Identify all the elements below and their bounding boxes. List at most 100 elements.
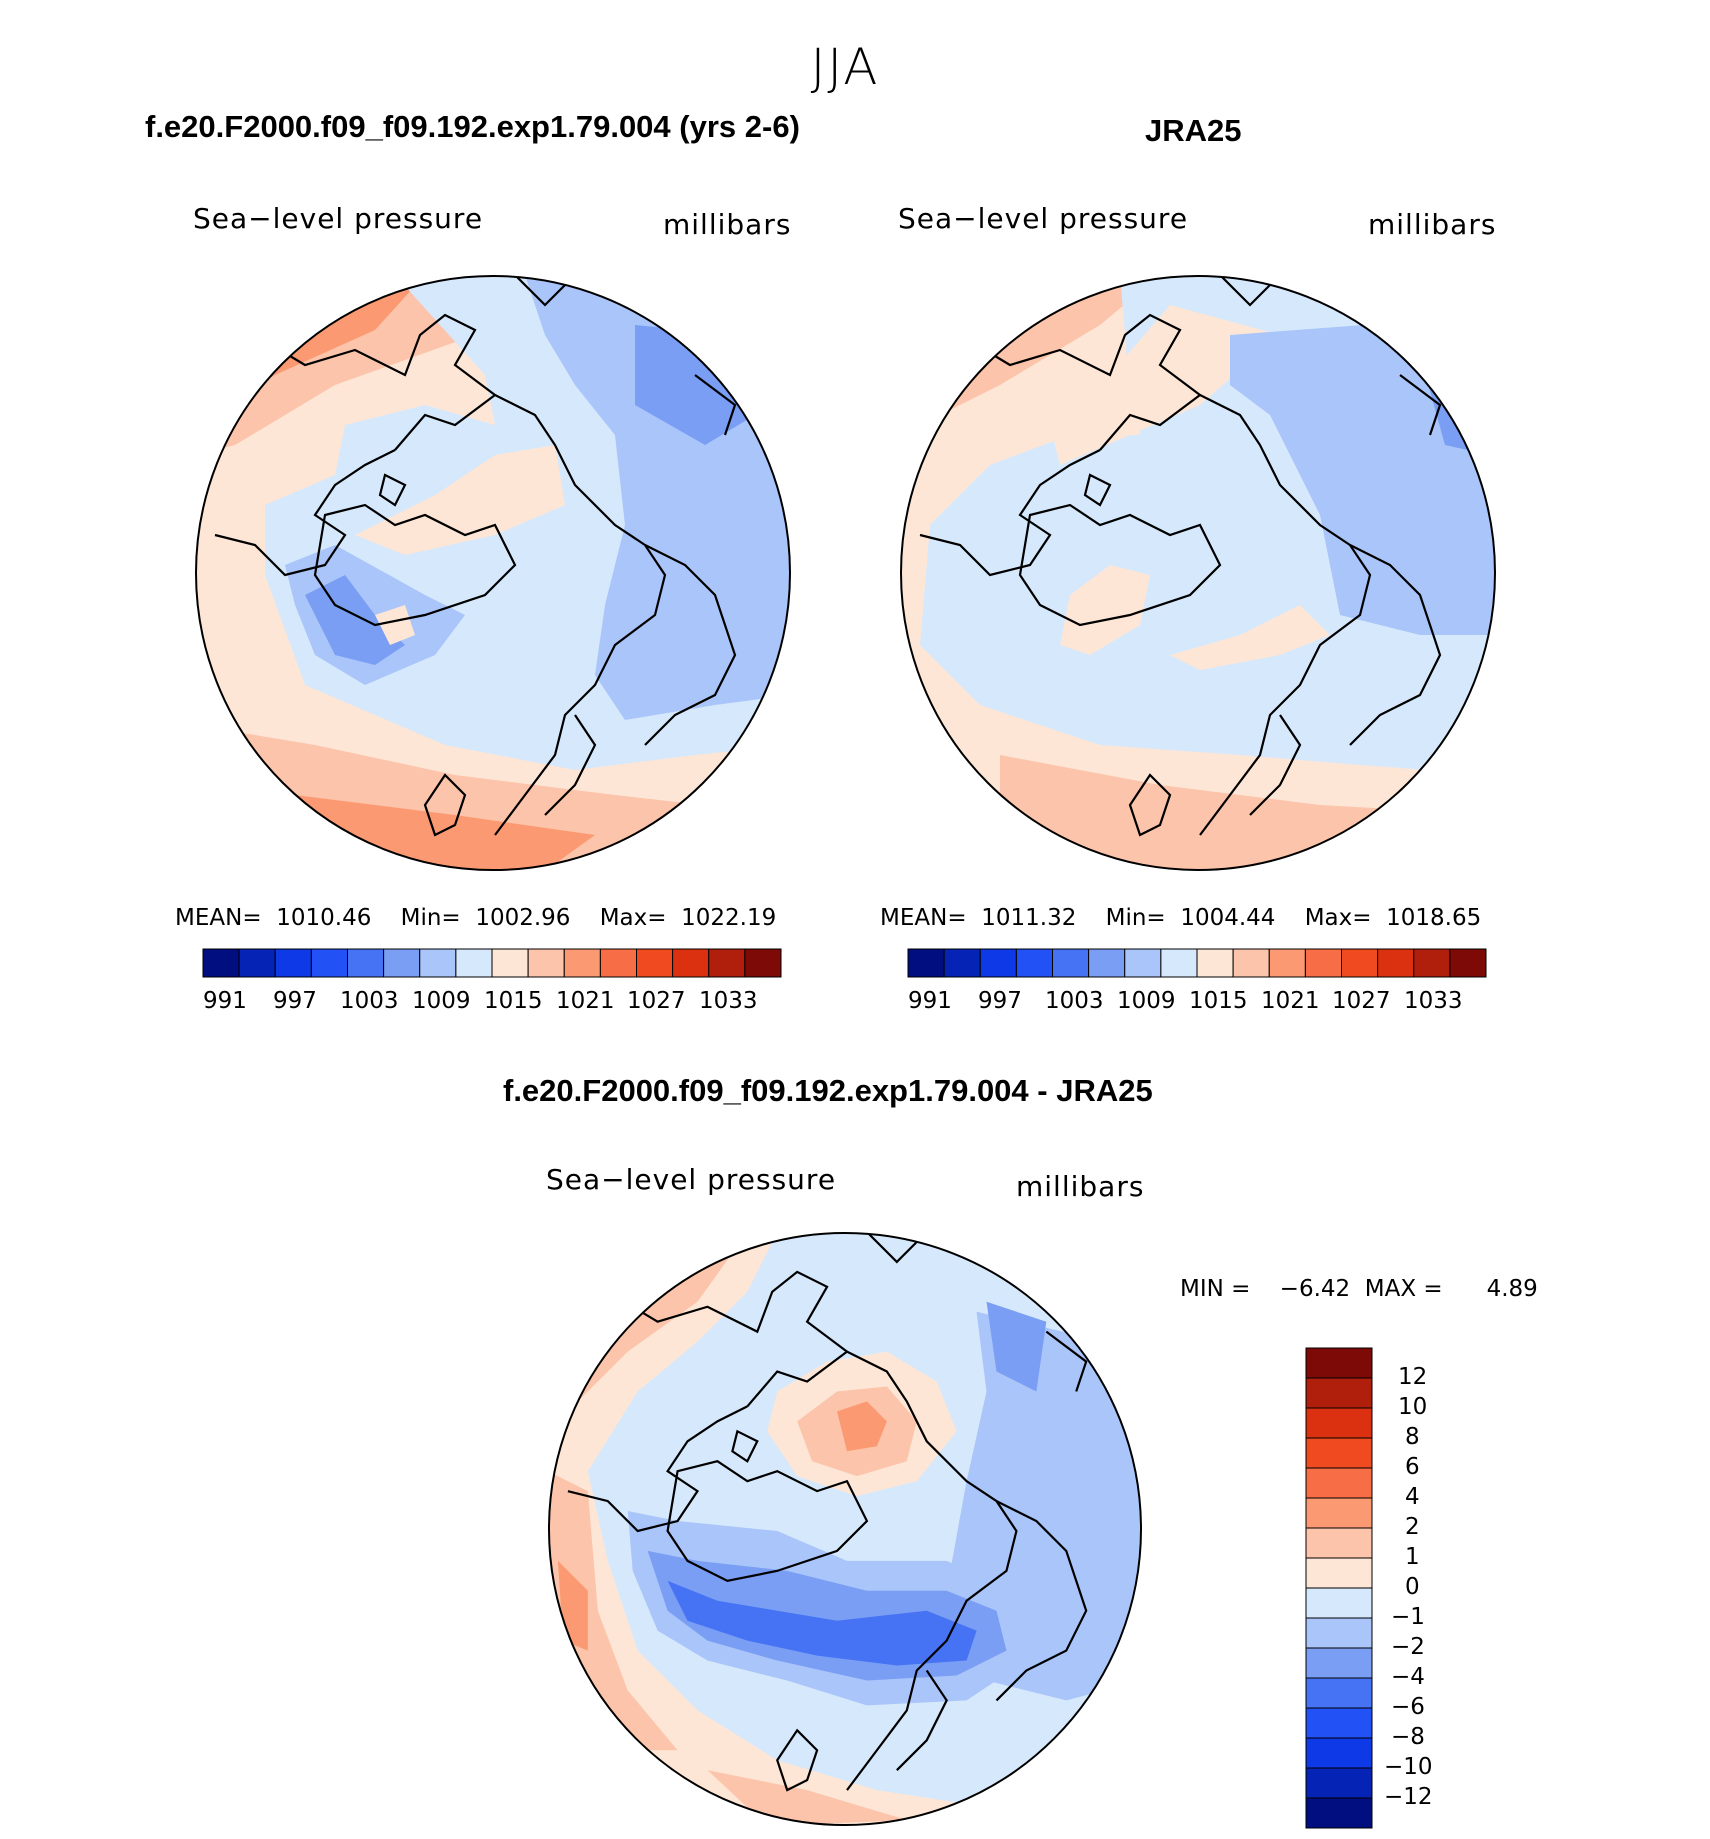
model-colorbar xyxy=(202,948,782,978)
colorbar-swatch xyxy=(1304,948,1342,978)
colorbar-tick: −10 xyxy=(1384,1754,1433,1780)
colorbar-swatch xyxy=(1413,948,1451,978)
diff-colorbar-ticks: 12 10 8 6 4 2 1 0 −1 −2 −4 −6 −8 −10 −12 xyxy=(1384,1348,1464,1828)
contour-1015-siberia xyxy=(1050,305,1280,465)
colorbar-swatch xyxy=(1305,1587,1373,1619)
colorbar-tick: 1015 xyxy=(1189,988,1248,1014)
colorbar-swatch xyxy=(1088,948,1126,978)
contour-1015-europe xyxy=(1170,605,1330,670)
max-label: MAX = xyxy=(1364,1276,1443,1302)
colorbar-swatch xyxy=(672,948,710,978)
colorbar-tick: −2 xyxy=(1391,1634,1425,1660)
colorbar-swatch xyxy=(1341,948,1379,978)
model-polar-map xyxy=(195,275,791,871)
colorbar-swatch xyxy=(979,948,1017,978)
coastlines xyxy=(919,276,1442,837)
colorbar-swatch xyxy=(1124,948,1162,978)
colorbar-swatch xyxy=(943,948,981,978)
map-boundary xyxy=(900,275,1496,871)
colorbar-tick: 1009 xyxy=(1117,988,1176,1014)
colorbar-swatch xyxy=(744,948,782,978)
colorbar-swatch xyxy=(491,948,529,978)
colorbar-tick: 1021 xyxy=(556,988,615,1014)
colorbar-tick: 1 xyxy=(1405,1544,1420,1570)
colorbar-swatch xyxy=(527,948,565,978)
colorbar-swatch xyxy=(1305,1617,1373,1649)
coastlines xyxy=(214,276,737,837)
colorbar-tick: −1 xyxy=(1391,1604,1425,1630)
contour-1015-greenland xyxy=(375,605,415,645)
colorbar-swatch xyxy=(1160,948,1198,978)
obs-colorbar-ticks: 991 997 1003 1009 1015 1021 1027 1033 xyxy=(908,988,1486,1018)
colorbar-tick: 997 xyxy=(273,988,317,1014)
colorbar-tick: 2 xyxy=(1405,1514,1420,1540)
colorbar-swatch xyxy=(238,948,276,978)
colorbar-swatch xyxy=(347,948,385,978)
colorbar-swatch xyxy=(1305,1767,1373,1799)
colorbar-swatch xyxy=(1305,1647,1373,1679)
colorbar-tick: −4 xyxy=(1391,1664,1425,1690)
map-boundary xyxy=(195,275,791,871)
colorbar-tick: 1003 xyxy=(340,988,399,1014)
colorbar-swatch xyxy=(1305,1677,1373,1709)
colorbar-swatch xyxy=(1052,948,1090,978)
contour-neg4-to-neg6 xyxy=(667,1580,977,1666)
colorbar-swatch xyxy=(1305,1737,1373,1769)
colorbar-swatch xyxy=(202,948,240,978)
min-label: MIN = xyxy=(1180,1276,1251,1302)
colorbar-swatch xyxy=(1305,1707,1373,1739)
max-label: Max= xyxy=(1304,905,1372,931)
min-value: 1004.44 xyxy=(1180,905,1276,931)
colorbar-tick: 12 xyxy=(1398,1364,1428,1390)
diff-panel-title: f.e20.F2000.f09_f09.192.exp1.79.004 - JR… xyxy=(503,1073,1153,1108)
min-value: 1002.96 xyxy=(475,905,571,931)
obs-panel-title: JRA25 xyxy=(1145,113,1242,148)
colorbar-tick: −12 xyxy=(1384,1784,1433,1810)
min-label: Min= xyxy=(400,905,461,931)
colorbar-tick: 1003 xyxy=(1045,988,1104,1014)
obs-colorbar xyxy=(907,948,1487,978)
contour-neg2-to-neg4-pacific xyxy=(986,1301,1047,1392)
mean-label: MEAN= xyxy=(880,905,967,931)
colorbar-swatch xyxy=(383,948,421,978)
max-value: 1022.19 xyxy=(681,905,777,931)
colorbar-swatch xyxy=(1305,1467,1373,1499)
contour-1015-greenland xyxy=(1060,565,1150,655)
obs-stats: MEAN= 1011.32 Min= 1004.44 Max= 1018.65 xyxy=(880,905,1481,931)
colorbar-swatch xyxy=(1305,1377,1373,1409)
diff-polar-map xyxy=(548,1232,1142,1826)
colorbar-tick: 991 xyxy=(203,988,247,1014)
colorbar-swatch xyxy=(599,948,637,978)
main-title: JJA xyxy=(810,38,880,96)
model-colorbar-ticks: 991 997 1003 1009 1015 1021 1027 1033 xyxy=(203,988,781,1018)
obs-polar-map xyxy=(900,275,1496,871)
colorbar-swatch xyxy=(708,948,746,978)
obs-variable-label: Sea−level pressure xyxy=(898,202,1189,235)
contour-2-to-4-arctic xyxy=(837,1401,887,1452)
model-panel-title: f.e20.F2000.f09_f09.192.exp1.79.004 (yrs… xyxy=(145,109,800,144)
colorbar-swatch xyxy=(1305,1527,1373,1559)
colorbar-swatch xyxy=(1305,1557,1373,1589)
min-value: −6.42 xyxy=(1279,1276,1351,1302)
colorbar-swatch xyxy=(1232,948,1270,978)
colorbar-tick: 991 xyxy=(908,988,952,1014)
colorbar-tick: 8 xyxy=(1405,1424,1420,1450)
colorbar-tick: −8 xyxy=(1391,1724,1425,1750)
colorbar-swatch xyxy=(419,948,457,978)
colorbar-tick: 10 xyxy=(1398,1394,1428,1420)
mean-value: 1010.46 xyxy=(276,905,372,931)
diff-colorbar xyxy=(1305,1347,1373,1829)
colorbar-swatch xyxy=(455,948,493,978)
mean-value: 1011.32 xyxy=(981,905,1077,931)
colorbar-tick: −6 xyxy=(1391,1694,1425,1720)
max-label: Max= xyxy=(599,905,667,931)
colorbar-tick: 6 xyxy=(1405,1454,1420,1480)
colorbar-tick: 1009 xyxy=(412,988,471,1014)
obs-units-label: millibars xyxy=(1368,208,1497,241)
mean-label: MEAN= xyxy=(175,905,262,931)
colorbar-tick: 1015 xyxy=(484,988,543,1014)
colorbar-swatch xyxy=(1305,1347,1373,1379)
colorbar-swatch xyxy=(1268,948,1306,978)
model-units-label: millibars xyxy=(663,208,792,241)
diff-stats: MIN = −6.42 MAX = 4.89 xyxy=(1180,1276,1538,1302)
